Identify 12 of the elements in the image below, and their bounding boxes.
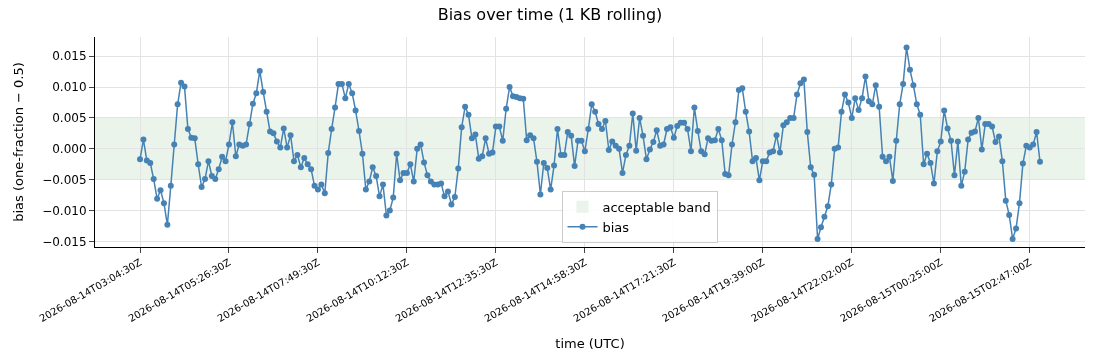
- y-tick-label: 0.005: [52, 111, 87, 126]
- y-tick-label: 0.000: [52, 141, 87, 156]
- legend-label: acceptable band: [602, 199, 711, 215]
- y-axis-title: bias (one-fraction − 0.5): [11, 62, 27, 222]
- y-tick-label: 0.015: [52, 49, 87, 64]
- legend-label: bias: [602, 219, 630, 235]
- chart-title: Bias over time (1 KB rolling): [437, 5, 663, 25]
- x-axis-title: time (UTC): [555, 335, 625, 351]
- y-tick-label: −0.005: [42, 172, 87, 187]
- y-tick-label: −0.010: [42, 203, 87, 218]
- y-tick-label: −0.015: [42, 234, 87, 249]
- y-tick-label: 0.010: [52, 80, 87, 95]
